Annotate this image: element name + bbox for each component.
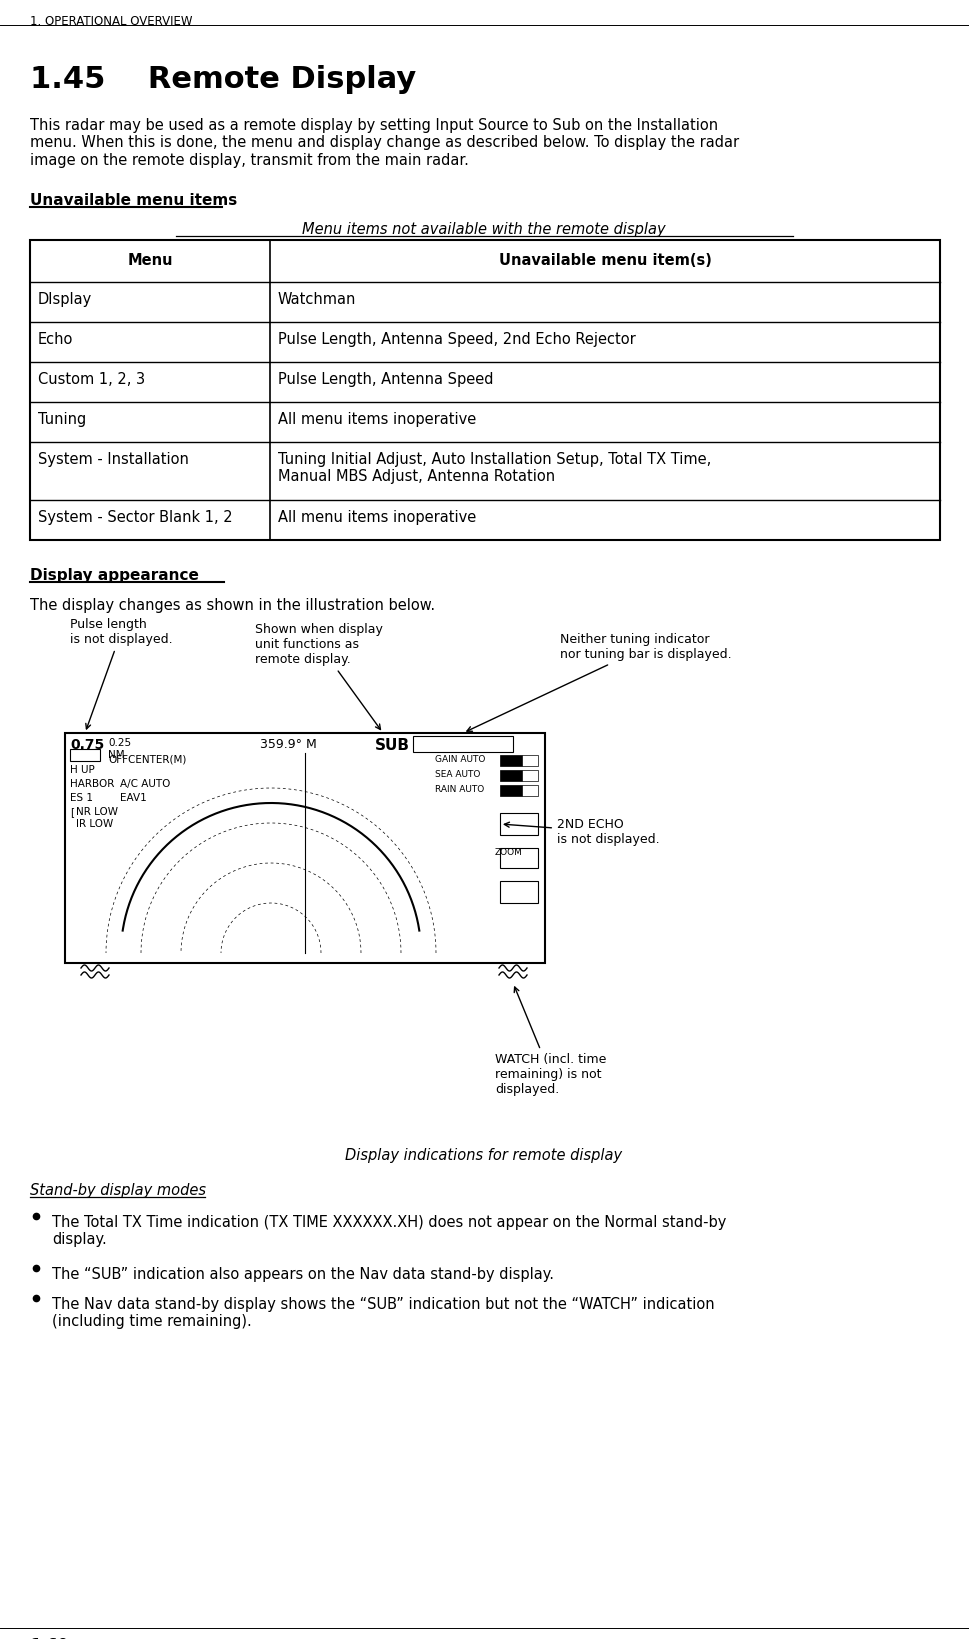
Text: Tuning Initial Adjust, Auto Installation Setup, Total TX Time,
Manual MBS Adjust: Tuning Initial Adjust, Auto Installation… xyxy=(278,452,711,485)
Text: 1. OPERATIONAL OVERVIEW: 1. OPERATIONAL OVERVIEW xyxy=(30,15,193,28)
Text: OFFCENTER(M): OFFCENTER(M) xyxy=(108,756,186,765)
Bar xyxy=(65,733,545,964)
Text: RAIN AUTO: RAIN AUTO xyxy=(435,785,484,793)
Text: Unavailable menu items: Unavailable menu items xyxy=(30,193,237,208)
Bar xyxy=(522,785,538,797)
Bar xyxy=(70,749,100,760)
Text: 359.9° M: 359.9° M xyxy=(260,738,317,751)
Text: The display changes as shown in the illustration below.: The display changes as shown in the illu… xyxy=(30,598,435,613)
Text: EAV1: EAV1 xyxy=(120,793,146,803)
Text: Display indications for remote display: Display indications for remote display xyxy=(345,1147,622,1164)
Bar xyxy=(30,239,940,539)
Bar xyxy=(500,813,538,834)
Text: Pulse Length, Antenna Speed, 2nd Echo Rejector: Pulse Length, Antenna Speed, 2nd Echo Re… xyxy=(278,333,636,347)
Bar xyxy=(522,756,538,765)
Text: HARBOR: HARBOR xyxy=(70,779,114,788)
Bar xyxy=(500,785,522,797)
Text: Shown when display
unit functions as
remote display.: Shown when display unit functions as rem… xyxy=(255,623,383,729)
Text: 0.25
NM: 0.25 NM xyxy=(108,738,131,759)
Text: [: [ xyxy=(70,806,74,816)
Text: The “SUB” indication also appears on the Nav data stand-by display.: The “SUB” indication also appears on the… xyxy=(52,1267,554,1282)
Text: The Total TX Time indication (TX TIME XXXXXX.XH) does not appear on the Normal s: The Total TX Time indication (TX TIME XX… xyxy=(52,1214,727,1247)
Text: Watchman: Watchman xyxy=(278,292,357,306)
Text: System - Installation: System - Installation xyxy=(38,452,189,467)
Text: NR LOW: NR LOW xyxy=(76,806,118,816)
Text: H UP: H UP xyxy=(70,765,95,775)
Text: ZOOM: ZOOM xyxy=(495,847,523,857)
Text: ES 1: ES 1 xyxy=(70,793,93,803)
Bar xyxy=(500,882,538,903)
Text: Stand-by display modes: Stand-by display modes xyxy=(30,1183,206,1198)
Text: Neither tuning indicator
nor tuning bar is displayed.: Neither tuning indicator nor tuning bar … xyxy=(467,633,732,731)
Bar xyxy=(522,770,538,782)
Text: Menu items not available with the remote display: Menu items not available with the remote… xyxy=(302,221,666,238)
Text: Unavailable menu item(s): Unavailable menu item(s) xyxy=(499,252,711,269)
Text: System - Sector Blank 1, 2: System - Sector Blank 1, 2 xyxy=(38,510,233,524)
Text: Echo: Echo xyxy=(38,333,74,347)
Text: This radar may be used as a remote display by setting Input Source to Sub on the: This radar may be used as a remote displ… xyxy=(30,118,739,167)
Text: 2ND ECHO
is not displayed.: 2ND ECHO is not displayed. xyxy=(504,818,660,846)
Text: Menu: Menu xyxy=(127,252,172,269)
Text: SEA AUTO: SEA AUTO xyxy=(435,770,481,779)
Text: IR LOW: IR LOW xyxy=(76,820,113,829)
Text: Custom 1, 2, 3: Custom 1, 2, 3 xyxy=(38,372,145,387)
Text: Tuning: Tuning xyxy=(38,411,86,428)
Text: Pulse Length, Antenna Speed: Pulse Length, Antenna Speed xyxy=(278,372,493,387)
Bar xyxy=(500,847,538,869)
Text: Display appearance: Display appearance xyxy=(30,569,199,583)
Text: DIsplay: DIsplay xyxy=(38,292,92,306)
Text: SUB: SUB xyxy=(375,738,410,752)
Text: Pulse length
is not displayed.: Pulse length is not displayed. xyxy=(70,618,172,729)
Text: 0.75: 0.75 xyxy=(70,738,105,752)
Text: 1.45    Remote Display: 1.45 Remote Display xyxy=(30,66,417,93)
Text: All menu items inoperative: All menu items inoperative xyxy=(278,411,476,428)
Text: GAIN AUTO: GAIN AUTO xyxy=(435,756,485,764)
Text: All menu items inoperative: All menu items inoperative xyxy=(278,510,476,524)
Text: WATCH (incl. time
remaining) is not
displayed.: WATCH (incl. time remaining) is not disp… xyxy=(495,987,607,1096)
Bar xyxy=(500,770,522,782)
Bar xyxy=(500,756,522,765)
Text: The Nav data stand-by display shows the “SUB” indication but not the “WATCH” ind: The Nav data stand-by display shows the … xyxy=(52,1296,714,1329)
Text: A/C AUTO: A/C AUTO xyxy=(120,779,171,788)
Bar xyxy=(413,736,513,752)
